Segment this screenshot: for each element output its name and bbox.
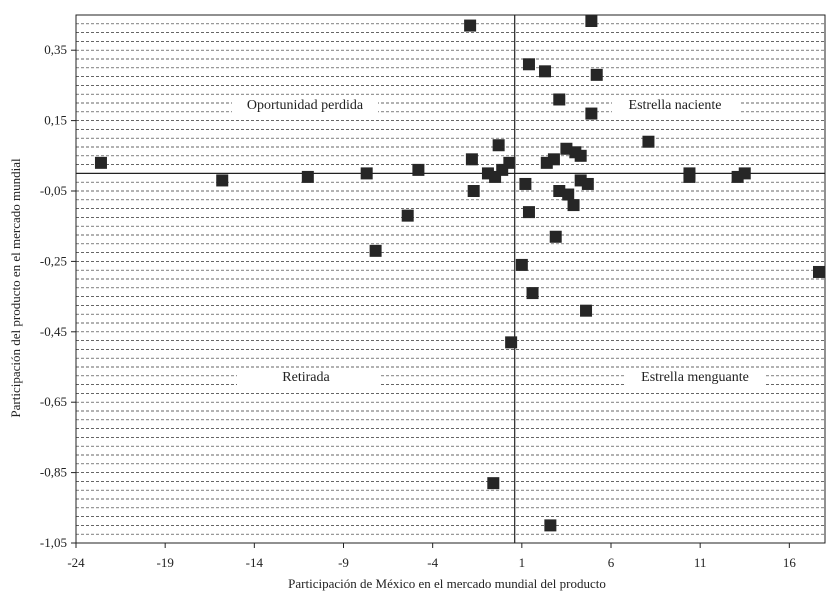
y-tick-label: -0,05 [40, 183, 67, 198]
x-axis-title: Participación de México en el mercado mu… [288, 576, 606, 591]
x-tick-label: 6 [608, 555, 615, 570]
x-tick-label: -14 [246, 555, 264, 570]
y-tick-label: 0,15 [44, 113, 67, 128]
x-tick-label: -19 [156, 555, 173, 570]
data-point [216, 174, 229, 187]
data-point [464, 19, 477, 32]
data-point [738, 167, 751, 180]
data-point [539, 65, 552, 78]
quadrant-label-backgrounds [232, 96, 766, 388]
data-point [590, 68, 603, 81]
data-point [813, 265, 825, 278]
plot-border [75, 14, 826, 544]
x-tick-label: -24 [67, 555, 85, 570]
data-point [683, 170, 696, 183]
data-point [301, 170, 314, 183]
x-tick-label: 11 [694, 555, 707, 570]
data-point [567, 199, 580, 212]
quadrant-label-background [237, 368, 379, 388]
data-point [526, 287, 539, 300]
data-point [547, 153, 560, 166]
quadrant-label-background [232, 96, 378, 116]
y-tick-label: -1,05 [40, 535, 67, 550]
data-point [544, 519, 557, 532]
y-axis-title: Participación del producto en el mercado… [8, 158, 23, 418]
quadrant-label-top-left: Oportunidad perdida [247, 98, 364, 113]
data-point [585, 107, 598, 120]
data-point [574, 149, 587, 162]
data-point [94, 156, 107, 169]
data-point [522, 206, 535, 219]
y-tick-label: -0,25 [40, 253, 67, 268]
x-tick-label: -4 [427, 555, 438, 570]
data-point [515, 258, 528, 271]
data-point [549, 230, 562, 243]
data-point [522, 58, 535, 71]
data-point [465, 153, 478, 166]
plot-frame [75, 14, 826, 544]
data-point [581, 177, 594, 190]
y-tick-label: -0,65 [40, 394, 67, 409]
data-point [519, 177, 532, 190]
data-point [503, 156, 516, 169]
data-point [580, 304, 593, 317]
x-tick-label: 1 [519, 555, 526, 570]
data-point [401, 209, 414, 222]
data-point [412, 163, 425, 176]
x-tick-label: 16 [783, 555, 797, 570]
quadrant-label-background [624, 368, 766, 388]
y-tick-label: 0,35 [44, 42, 67, 57]
data-point [642, 135, 655, 148]
y-tick-label: -0,85 [40, 465, 67, 480]
data-point [360, 167, 373, 180]
data-point [369, 244, 382, 257]
data-point [467, 185, 480, 197]
data-point [492, 139, 505, 152]
x-tick-label: -9 [338, 555, 349, 570]
data-points [94, 15, 825, 532]
reference-lines [76, 15, 825, 543]
data-point [585, 15, 598, 27]
data-point [505, 336, 518, 349]
quadrant-label-bottom-right: Estrella menguante [641, 370, 749, 385]
data-point [553, 93, 566, 106]
quadrant-label-bottom-left: Retirada [282, 370, 330, 385]
data-point [487, 477, 500, 490]
y-tick-label: -0,45 [40, 324, 67, 339]
quadrant-label-background [612, 96, 740, 116]
quadrant-label-top-right: Estrella naciente [629, 98, 722, 113]
data-point [562, 188, 575, 201]
axis-ticks: -24 -19 -14 -9 -4 1 6 11 16-1,05-0,85-0,65-0,45-… [40, 42, 796, 570]
